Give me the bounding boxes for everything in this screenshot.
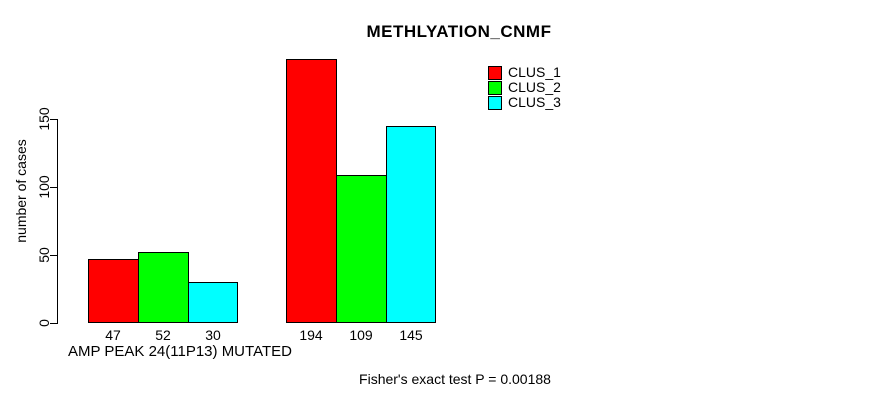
bar-clus_3-group2 <box>386 126 436 323</box>
bar-value-label: 30 <box>205 327 221 343</box>
legend-item-clus_1: CLUS_1 <box>488 65 561 80</box>
legend-label: CLUS_2 <box>508 79 561 95</box>
y-axis-label: number of cases <box>13 139 29 243</box>
y-axis-tick <box>50 187 57 188</box>
bar-value-label: 194 <box>299 327 323 343</box>
y-axis-tick-label: 50 <box>36 247 52 263</box>
bar-clus_2-group2 <box>336 175 387 323</box>
y-axis-line <box>57 119 58 324</box>
y-axis-tick-label: 100 <box>36 175 52 199</box>
y-axis-tick-label: 150 <box>36 107 52 131</box>
bar-clus_1-group2 <box>286 59 337 323</box>
legend-swatch-clus_1 <box>488 65 502 80</box>
bar-value-label: 52 <box>155 327 171 343</box>
bar-value-label: 109 <box>349 327 373 343</box>
legend-item-clus_3: CLUS_3 <box>488 95 561 110</box>
bar-clus_3-group1 <box>188 282 238 323</box>
bar-value-label: 47 <box>105 327 121 343</box>
legend-item-clus_2: CLUS_2 <box>488 80 561 95</box>
y-axis-tick-label: 0 <box>36 319 52 327</box>
bar-clus_2-group1 <box>138 252 189 323</box>
bar-value-label: 145 <box>399 327 423 343</box>
y-axis-tick <box>50 119 57 120</box>
x-axis-label: AMP PEAK 24(11P13) MUTATED <box>68 343 292 360</box>
fisher-test-annotation: Fisher's exact test P = 0.00188 <box>359 371 551 387</box>
legend-swatch-clus_3 <box>488 95 502 110</box>
legend-swatch-clus_2 <box>488 80 502 95</box>
bar-clus_1-group1 <box>88 259 139 323</box>
y-axis-tick <box>50 255 57 256</box>
legend: CLUS_1 CLUS_2 CLUS_3 <box>488 65 561 110</box>
chart-title: METHLYATION_CNMF <box>366 22 552 41</box>
legend-label: CLUS_1 <box>508 64 561 80</box>
legend-label: CLUS_3 <box>508 94 561 110</box>
y-axis-tick <box>50 323 57 324</box>
